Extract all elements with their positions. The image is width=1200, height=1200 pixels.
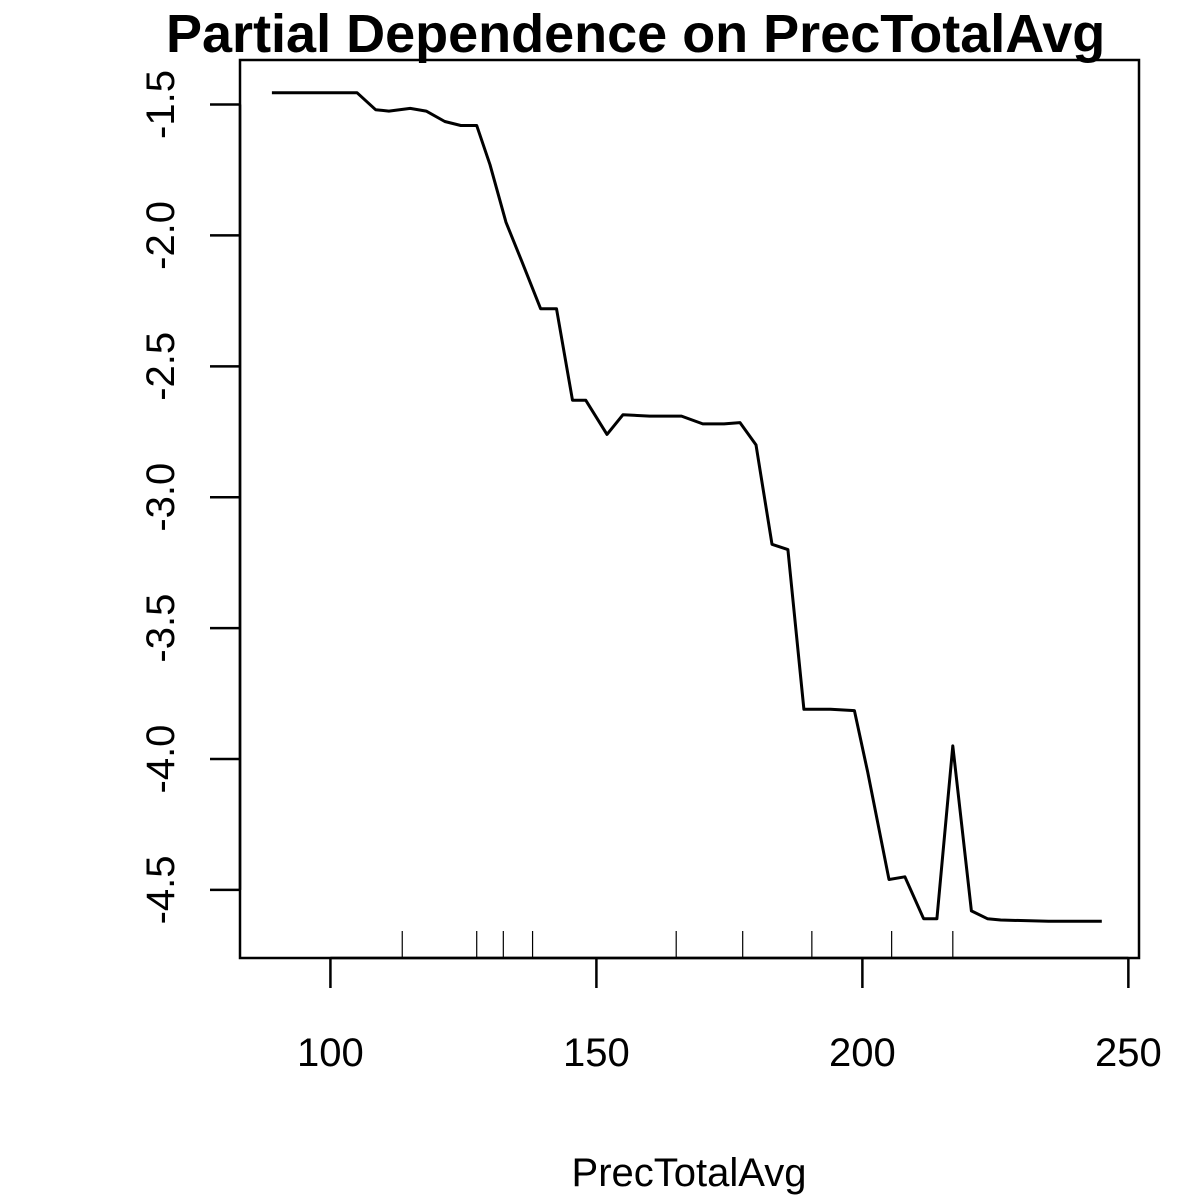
y-tick-label: -2.5 xyxy=(139,332,183,401)
y-axis: -1.5 -2.0 -2.5 -3.0 -3.5 -4.0 -4.5 xyxy=(139,70,240,924)
x-tick-label: 200 xyxy=(829,1031,896,1075)
plot-frame xyxy=(240,60,1139,958)
y-tick-label: -3.0 xyxy=(139,463,183,532)
y-tick-label: -2.0 xyxy=(139,201,183,270)
y-tick-label: -4.0 xyxy=(139,725,183,794)
y-tick-label: -1.5 xyxy=(139,70,183,139)
x-tick-label: 250 xyxy=(1095,1031,1162,1075)
y-tick-label: -3.5 xyxy=(139,594,183,663)
rug-marks xyxy=(402,931,953,958)
chart-title: Partial Dependence on PrecTotalAvg xyxy=(166,4,1105,64)
x-tick-label: 100 xyxy=(297,1031,364,1075)
x-axis-label: PrecTotalAvg xyxy=(572,1151,807,1195)
y-tick-label: -4.5 xyxy=(139,855,183,924)
x-axis: 100 150 200 250 xyxy=(297,958,1162,1075)
x-tick-label: 150 xyxy=(563,1031,630,1075)
series-group xyxy=(272,93,1102,922)
partial-dependence-line xyxy=(272,93,1102,922)
